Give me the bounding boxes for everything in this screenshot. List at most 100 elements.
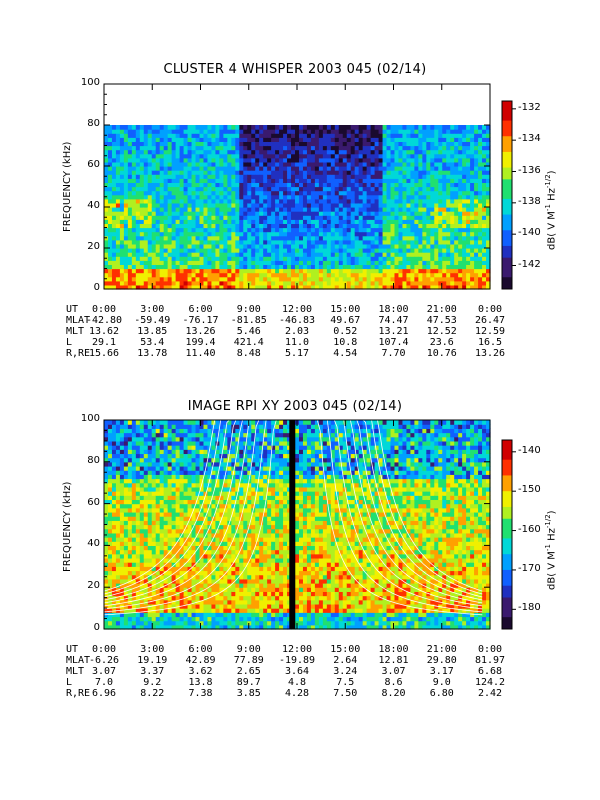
y-tick-label: 20 bbox=[87, 580, 100, 592]
orbit-value: 29.80 bbox=[426, 655, 457, 666]
y-axis-label: FREQUENCY (kHz) bbox=[62, 481, 73, 572]
orbit-value: 7.70 bbox=[381, 348, 406, 359]
orbit-value: 12.59 bbox=[474, 326, 506, 337]
orbit-row: MLAT -6.26 19.19 42.89 77.89 -19.89 2.64 12.81 2… bbox=[0, 655, 600, 666]
orbit-value: 13.78 bbox=[137, 348, 168, 359]
orbit-value: 42.89 bbox=[185, 655, 216, 666]
y-tick-label: 80 bbox=[87, 118, 100, 129]
orbit-value: 18:00 bbox=[378, 644, 409, 655]
colorbar-tick-label: -140 bbox=[518, 227, 541, 239]
orbit-table: UT 0:00 3:00 6:00 9:00 12:00 15:00 18:00 21:00 0:… bbox=[0, 644, 600, 699]
y-tick-label: 40 bbox=[87, 200, 100, 211]
orbit-value: 11.40 bbox=[185, 348, 216, 359]
orbit-row-label: R,RE bbox=[66, 688, 91, 699]
y-tick-label: 40 bbox=[87, 538, 100, 550]
spectrogram-cells bbox=[104, 420, 491, 630]
orbit-value: 3.62 bbox=[188, 666, 213, 677]
orbit-row: MLT 13.62 13.85 13.26 5.46 2.03 0.52 13.21 12.52… bbox=[0, 326, 600, 337]
colorbar-label: dB( V M-1 Hz-1/2) bbox=[544, 510, 558, 590]
orbit-value: 8.6 bbox=[384, 677, 403, 688]
colorbar-tick-label: -138 bbox=[518, 195, 541, 207]
orbit-value: 9.2 bbox=[143, 677, 162, 688]
orbit-row-label: MLAT bbox=[66, 655, 91, 666]
orbit-value: 9:00 bbox=[236, 644, 261, 655]
orbit-value: 47.53 bbox=[426, 315, 457, 326]
orbit-value: -76.17 bbox=[182, 315, 219, 326]
orbit-value: 2.64 bbox=[333, 655, 358, 666]
orbit-value: 13.26 bbox=[474, 348, 506, 359]
y-tick-label: 20 bbox=[87, 241, 100, 252]
colorbar bbox=[501, 100, 513, 290]
orbit-value: 12.52 bbox=[426, 326, 457, 337]
orbit-value: 2.42 bbox=[477, 688, 503, 699]
colorbar-tick-label: -134 bbox=[518, 133, 541, 145]
orbit-value: 18:00 bbox=[378, 304, 409, 315]
orbit-value: -81.85 bbox=[230, 315, 267, 326]
orbit-value: -19.89 bbox=[278, 655, 316, 666]
orbit-value: 4.54 bbox=[333, 348, 358, 359]
orbit-value: 3.37 bbox=[140, 666, 165, 677]
orbit-value: 6.96 bbox=[91, 688, 117, 699]
orbit-value: 12:00 bbox=[281, 644, 313, 655]
orbit-value: 15:00 bbox=[330, 644, 361, 655]
orbit-value: 29.1 bbox=[91, 337, 117, 348]
colorbar bbox=[501, 439, 513, 630]
orbit-value: 3.07 bbox=[381, 666, 406, 677]
orbit-value: 7.5 bbox=[336, 677, 355, 688]
orbit-value: 6:00 bbox=[188, 304, 213, 315]
colorbar-tick-label: -180 bbox=[518, 602, 541, 614]
orbit-value: 421.4 bbox=[233, 337, 264, 348]
colorbar-tick-label: -160 bbox=[518, 523, 541, 535]
orbit-value: 21:00 bbox=[426, 304, 457, 315]
orbit-value: 74.47 bbox=[378, 315, 409, 326]
orbit-value: 13.62 bbox=[88, 326, 120, 337]
orbit-value: 26.47 bbox=[474, 315, 506, 326]
colorbar-tick-label: -136 bbox=[518, 164, 541, 176]
y-tick-label: 0 bbox=[93, 282, 100, 293]
orbit-value: -59.49 bbox=[134, 315, 171, 326]
y-tick-label: 100 bbox=[80, 413, 100, 424]
orbit-value: 81.97 bbox=[474, 655, 506, 666]
orbit-value: 124.2 bbox=[474, 677, 506, 688]
orbit-row: MLT 3.07 3.37 3.62 2.65 3.64 3.24 3.07 3.17 6.68 bbox=[0, 666, 600, 677]
orbit-value: 8.22 bbox=[140, 688, 165, 699]
orbit-value: 199.4 bbox=[185, 337, 216, 348]
cluster-panel: CLUSTER 4 WHISPER 2003 045 (02/14) FREQU… bbox=[0, 0, 600, 380]
orbit-value: 6.80 bbox=[429, 688, 454, 699]
cluster-spectrogram bbox=[103, 83, 516, 290]
orbit-value: 0:00 bbox=[477, 644, 503, 655]
orbit-value: 4.28 bbox=[284, 688, 310, 699]
orbit-value: 8.48 bbox=[236, 348, 261, 359]
orbit-value: 13.85 bbox=[137, 326, 168, 337]
colorbar-tick-label: -142 bbox=[518, 258, 541, 270]
orbit-value: 49.67 bbox=[330, 315, 361, 326]
orbit-value: 6.68 bbox=[477, 666, 503, 677]
orbit-row: R,RE 15.66 13.78 11.40 8.48 5.17 4.54 7.70 10.76… bbox=[0, 348, 600, 359]
orbit-row: UT 0:00 3:00 6:00 9:00 12:00 15:00 18:00 21:00 0:… bbox=[0, 304, 600, 315]
y-tick-label: 60 bbox=[87, 496, 100, 508]
orbit-table: UT 0:00 3:00 6:00 9:00 12:00 15:00 18:00 21:00 0:… bbox=[0, 304, 600, 359]
orbit-value: 11.0 bbox=[284, 337, 310, 348]
orbit-value: 16.5 bbox=[477, 337, 503, 348]
orbit-value: 3.07 bbox=[91, 666, 117, 677]
orbit-value: 13.21 bbox=[378, 326, 409, 337]
orbit-row-label: UT bbox=[66, 304, 79, 315]
orbit-value: 3.64 bbox=[284, 666, 310, 677]
orbit-row-label: L bbox=[66, 677, 73, 688]
orbit-value: 5.17 bbox=[284, 348, 310, 359]
y-tick-label: 100 bbox=[80, 77, 100, 88]
orbit-row: MLAT -42.80 -59.49 -76.17 -81.85 -46.83 49.67 7… bbox=[0, 315, 600, 326]
image-rpi-spectrogram bbox=[103, 419, 516, 630]
orbit-value: 89.7 bbox=[236, 677, 261, 688]
orbit-row: L 7.0 9.2 13.8 89.7 4.8 7.5 8.6 9.0 124.2 bbox=[0, 677, 600, 688]
orbit-value: 2.65 bbox=[236, 666, 261, 677]
colorbar-tick-label: -170 bbox=[518, 562, 541, 574]
chart-title: CLUSTER 4 WHISPER 2003 045 (02/14) bbox=[163, 62, 427, 77]
orbit-value: 0:00 bbox=[91, 644, 117, 655]
orbit-value: 9:00 bbox=[236, 304, 261, 315]
orbit-value: 10.76 bbox=[426, 348, 457, 359]
orbit-value: -46.83 bbox=[278, 315, 316, 326]
orbit-value: 3.24 bbox=[333, 666, 358, 677]
orbit-value: 107.4 bbox=[378, 337, 409, 348]
